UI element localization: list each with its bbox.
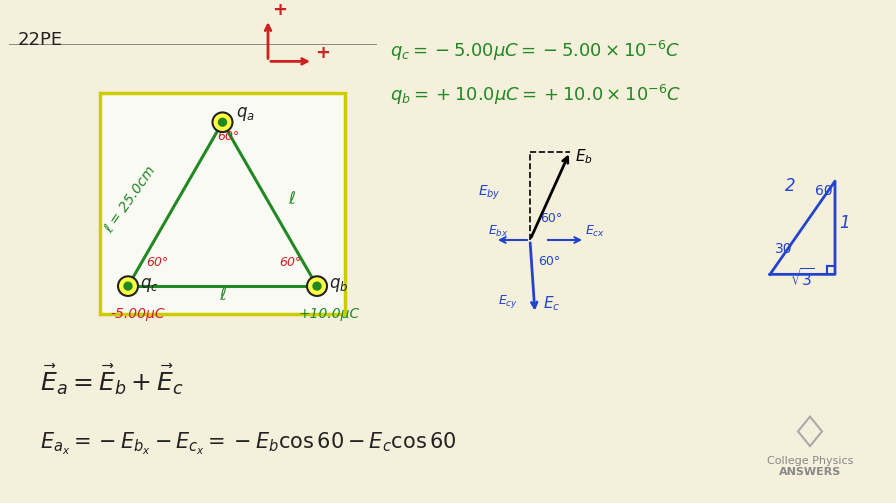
Text: +: + — [272, 2, 287, 19]
Text: ℓ: ℓ — [219, 286, 226, 304]
Text: $\vec{E}_a = \vec{E}_b + \vec{E}_c$: $\vec{E}_a = \vec{E}_b + \vec{E}_c$ — [40, 363, 184, 397]
Text: $E_{bx}$: $E_{bx}$ — [488, 224, 509, 239]
Text: $q_b$: $q_b$ — [329, 276, 349, 294]
Text: College Physics: College Physics — [767, 456, 853, 466]
Text: 1: 1 — [839, 214, 849, 232]
Text: ℓ = 25.0cm: ℓ = 25.0cm — [102, 163, 159, 235]
Text: 60°: 60° — [540, 212, 563, 225]
Text: $q_b = +10.0\mu C = +10.0\times10^{-6}C$: $q_b = +10.0\mu C = +10.0\times10^{-6}C$ — [390, 83, 681, 107]
Text: $E_{cx}$: $E_{cx}$ — [585, 224, 605, 239]
Text: $E_b$: $E_b$ — [575, 147, 593, 166]
Text: 60°: 60° — [218, 130, 240, 143]
Text: 2: 2 — [785, 177, 795, 195]
Circle shape — [124, 282, 132, 290]
Text: $E_{a_x} = -E_{b_x} - E_{c_x} = -E_b\cos60 - E_c\cos60$: $E_{a_x} = -E_{b_x} - E_{c_x} = -E_b\cos… — [40, 432, 456, 458]
Circle shape — [307, 276, 327, 296]
Text: +10.0μC: +10.0μC — [299, 306, 360, 320]
Circle shape — [212, 113, 232, 132]
Text: $q_c = -5.00\mu C = -5.00\times10^{-6}C$: $q_c = -5.00\mu C = -5.00\times10^{-6}C$ — [390, 39, 680, 63]
Text: ANSWERS: ANSWERS — [779, 467, 841, 477]
Text: $E_{by}$: $E_{by}$ — [478, 184, 501, 202]
Circle shape — [118, 276, 138, 296]
Text: $q_c$: $q_c$ — [140, 276, 159, 294]
Text: $E_c$: $E_c$ — [543, 295, 560, 313]
FancyBboxPatch shape — [100, 93, 345, 313]
Text: 30: 30 — [775, 242, 792, 256]
Text: 60°: 60° — [279, 257, 301, 270]
Text: -5.00μC: -5.00μC — [110, 306, 165, 320]
Text: 60°: 60° — [538, 255, 560, 268]
Text: $q_a$: $q_a$ — [236, 105, 254, 123]
Text: ℓ: ℓ — [288, 190, 295, 208]
Text: 22PE: 22PE — [18, 31, 63, 49]
Circle shape — [313, 282, 321, 290]
Text: 60°: 60° — [146, 257, 168, 270]
Text: +: + — [315, 44, 330, 62]
Text: 60: 60 — [815, 184, 832, 198]
Circle shape — [219, 118, 227, 126]
Text: $E_{cy}$: $E_{cy}$ — [498, 293, 518, 310]
Text: $\sqrt{3}$: $\sqrt{3}$ — [790, 267, 815, 289]
